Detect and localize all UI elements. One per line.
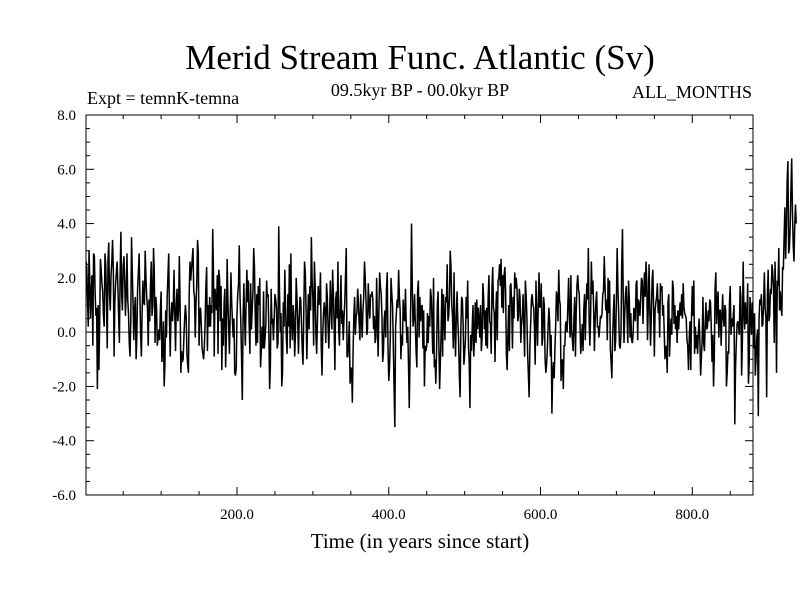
y-tick-label: 0.0 [57,325,76,341]
y-tick-label: 8.0 [57,108,76,124]
series-line-0 [85,158,797,428]
y-tick-label: -2.0 [52,379,76,395]
chart-title: Merid Stream Func. Atlantic (Sv) [185,38,655,77]
x-tick-label: 800.0 [675,507,709,523]
x-tick-label: 200.0 [220,507,254,523]
season-label: ALL_MONTHS [632,82,752,102]
chart-subtitle: 09.5kyr BP - 00.0kyr BP [330,80,510,100]
y-tick-label: 4.0 [57,217,76,233]
x-axis-label: Time (in years since start) [310,529,530,553]
y-tick-label: 6.0 [57,162,76,178]
x-tick-label: 600.0 [524,507,558,523]
x-tick-label: 400.0 [372,507,406,523]
y-tick-label: 2.0 [57,271,76,287]
y-tick-label: -6.0 [52,488,76,504]
experiment-label: Expt = temnK-temna [87,88,240,108]
y-tick-label: -4.0 [52,434,76,450]
